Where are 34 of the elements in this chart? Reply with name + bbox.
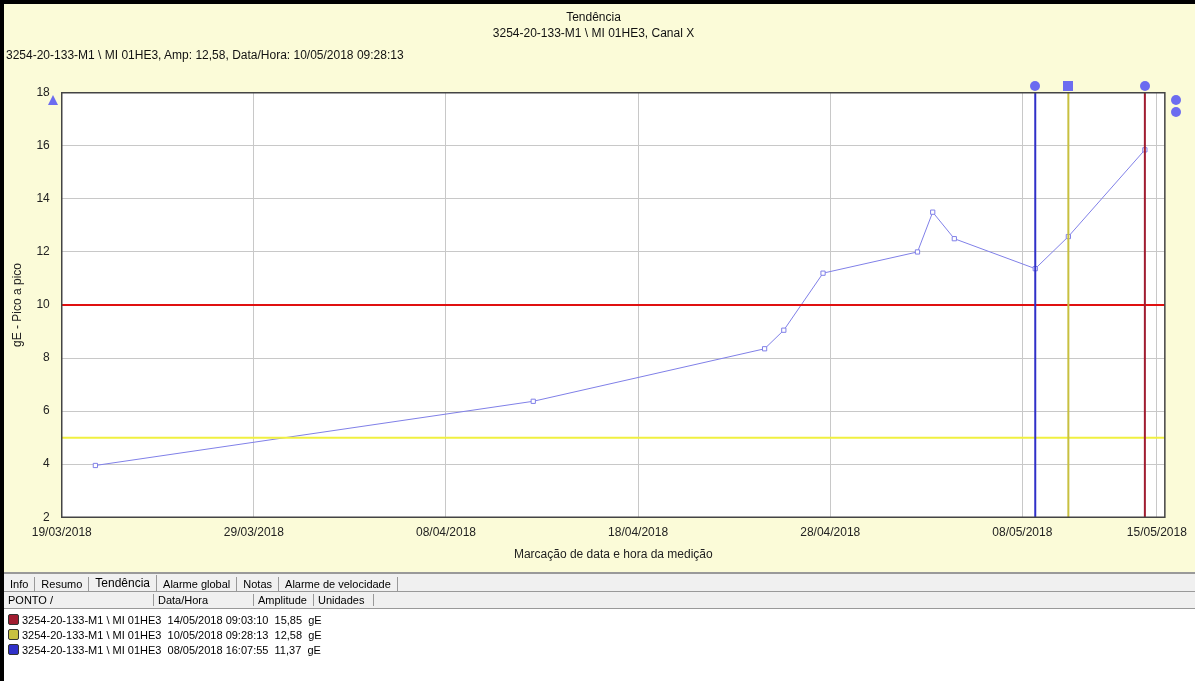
x-axis-title: Marcação de data e hora da medição bbox=[513, 547, 714, 562]
chart-subtitle: 3254-20-133-M1 \ MI 01HE3, Canal X bbox=[492, 25, 695, 40]
y-tick-label: 4 bbox=[43, 456, 51, 471]
x-tick-label: 19/03/2018 bbox=[31, 524, 93, 539]
text: PONTO / bbox=[4, 594, 154, 606]
x-tick-label: 29/03/2018 bbox=[223, 524, 285, 539]
x-tick-label: 28/04/2018 bbox=[800, 524, 861, 539]
text: Amplitude bbox=[254, 594, 314, 606]
x-tick-label: 08/04/2018 bbox=[415, 524, 477, 539]
text: Alarme global bbox=[157, 577, 238, 591]
text: 3254-20-133-M1 \ MI 01HE3 10/05/2018 09:28:13 12,58 gE bbox=[22, 628, 322, 641]
x-tick-label: 18/04/2018 bbox=[608, 524, 669, 539]
y-tick-label: 8 bbox=[43, 350, 51, 365]
y-tick-label: 12 bbox=[36, 244, 51, 259]
y-tick-label: 10 bbox=[36, 297, 51, 312]
y-tick-label: 6 bbox=[43, 403, 51, 418]
text: Tendência bbox=[89, 575, 158, 591]
text: 3254-20-133-M1 \ MI 01HE3 14/05/2018 09:03:10 15,85 gE bbox=[22, 613, 322, 626]
y-tick-label: 2 bbox=[43, 509, 51, 524]
text: Alarme de velocidade bbox=[279, 577, 398, 591]
text: 3254-20-133-M1 \ MI 01HE3, Amp: 12,58, Data/Hora: 10/05/2018 09:28:13 bbox=[6, 48, 404, 62]
text: Notas bbox=[237, 577, 280, 591]
y-axis-title: gE - Pico a pico bbox=[9, 262, 24, 348]
text: Data/Hora bbox=[154, 594, 254, 606]
x-tick-label: 15/05/2018 bbox=[1126, 524, 1188, 539]
text: 3254-20-133-M1 \ MI 01HE3 08/05/2018 16:07:55 11,37 gE bbox=[22, 643, 321, 656]
y-tick-label: 18 bbox=[36, 85, 51, 100]
text: Resumo bbox=[35, 577, 90, 591]
x-tick-label: 08/05/2018 bbox=[992, 524, 1053, 539]
chart-title: Tendência bbox=[566, 9, 622, 24]
y-tick-label: 16 bbox=[36, 138, 51, 153]
text: Info bbox=[4, 577, 36, 591]
text: Unidades bbox=[314, 594, 374, 606]
y-tick-label: 14 bbox=[36, 191, 51, 206]
